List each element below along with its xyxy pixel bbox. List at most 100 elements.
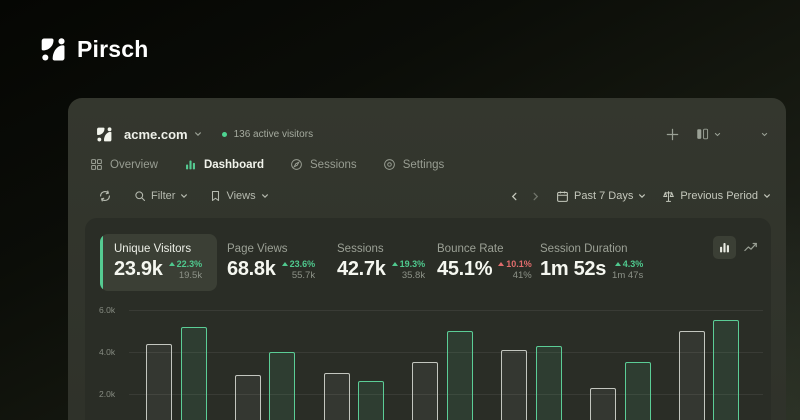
stat-label: Sessions (337, 243, 384, 255)
layout-columns-button[interactable] (695, 127, 721, 141)
arrow-up-icon (498, 262, 505, 266)
bar-chart-icon (720, 243, 729, 253)
tab-overview[interactable]: Overview (90, 158, 158, 171)
tab-label: Dashboard (203, 158, 265, 171)
bookmark-icon (210, 190, 221, 202)
chevron-right-icon[interactable] (531, 192, 540, 201)
date-range-button[interactable]: Past 7 Days (556, 190, 646, 203)
bar-current-period[interactable] (269, 352, 295, 420)
tab-label: Sessions (310, 158, 357, 171)
stat-value: 23.9k (114, 258, 163, 280)
date-range-label: Past 7 Days (574, 190, 634, 202)
bar-previous-period[interactable] (679, 331, 705, 420)
previous-value: 35.8k (401, 270, 426, 281)
grid-line (129, 310, 763, 311)
stat-label: Bounce Rate (437, 243, 504, 255)
stat-sessions[interactable]: Sessions 42.7k 19.3% 35.8k (337, 243, 425, 281)
stat-value: 1m 52s (540, 258, 607, 280)
bar-previous-period[interactable] (590, 388, 616, 420)
arrow-up-icon (281, 262, 288, 266)
stat-label: Page Views (227, 243, 288, 255)
tab-settings[interactable]: Settings (383, 158, 445, 171)
stat-value: 68.8k (227, 258, 276, 280)
chevron-down-icon (714, 132, 721, 136)
tab-label: Overview (110, 158, 158, 171)
grid-icon (90, 158, 103, 171)
views-button[interactable]: Views (210, 190, 268, 202)
filter-label: Filter (151, 190, 176, 202)
brand: Pirsch (40, 36, 149, 63)
bar-current-period[interactable] (447, 331, 473, 420)
refresh-button[interactable] (98, 189, 112, 203)
y-axis-tick-label: 4.0k (99, 347, 116, 357)
chevron-left-icon[interactable] (510, 192, 519, 201)
nav-tabs: Overview Dashboard Sessions (90, 158, 444, 171)
add-button[interactable] (665, 127, 680, 142)
gear-icon (383, 158, 396, 171)
filter-button[interactable]: Filter (134, 190, 188, 202)
chart-type-line-button[interactable] (743, 240, 759, 254)
chevron-down-icon (639, 194, 646, 198)
chevron-down-icon (181, 194, 188, 198)
bar-current-period[interactable] (181, 327, 207, 420)
change-badge: 23.6% (281, 259, 315, 269)
chart-type-bar-button[interactable] (713, 236, 736, 259)
live-dot-icon (221, 131, 227, 137)
active-accent-bar (100, 234, 103, 291)
stat-unique-visitors[interactable]: Unique Visitors 23.9k 22.3% 19.5k (100, 234, 217, 291)
window-header: acme.com 136 active visitors (96, 122, 768, 146)
stat-value: 45.1% (437, 258, 493, 280)
chevron-down-icon (764, 194, 770, 198)
chevron-down-icon (261, 194, 268, 198)
y-axis-tick-label: 6.0k (99, 305, 116, 315)
arrow-up-icon (614, 262, 621, 266)
toolbar: Filter Views (98, 186, 771, 206)
bar-chart-icon (184, 158, 197, 171)
stat-page-views[interactable]: Page Views 68.8k 23.6% 55.7k (227, 243, 315, 281)
site-selector[interactable]: acme.com (124, 126, 188, 142)
account-menu[interactable] (736, 124, 768, 145)
grid-line (129, 394, 763, 395)
pirsch-logo-icon (40, 36, 67, 63)
tab-dashboard[interactable]: Dashboard (184, 158, 264, 171)
comparison-label: Previous Period (680, 190, 758, 202)
bar-previous-period[interactable] (501, 350, 527, 420)
chevron-down-icon (761, 132, 768, 136)
stat-value: 42.7k (337, 258, 386, 280)
date-pager (510, 192, 540, 201)
arrow-up-icon (168, 262, 175, 266)
chevron-down-icon[interactable] (194, 130, 202, 138)
grid-line (129, 352, 763, 353)
window-actions (665, 124, 768, 145)
dashboard-window: acme.com 136 active visitors (68, 98, 786, 420)
calendar-icon (556, 190, 569, 203)
toolbar-right: Past 7 Days Previous Period (510, 190, 771, 203)
brand-wordmark: Pirsch (77, 36, 149, 62)
stat-session-duration[interactable]: Session Duration 1m 52s 4.3% 1m 47s (540, 243, 643, 281)
change-badge: 10.1% (498, 259, 532, 269)
arrow-up-icon (391, 262, 398, 266)
previous-value: 19.5k (178, 270, 203, 281)
bar-current-period[interactable] (358, 381, 384, 420)
active-visitors-label: 136 active visitors (233, 128, 314, 140)
line-chart-icon (744, 242, 757, 252)
change-badge: 4.3% (614, 259, 643, 269)
bar-current-period[interactable] (713, 320, 739, 420)
avatar[interactable] (736, 124, 757, 145)
stat-bounce-rate[interactable]: Bounce Rate 45.1% 10.1% 41% (437, 243, 532, 281)
comparison-button[interactable]: Previous Period (662, 190, 771, 203)
bar-previous-period[interactable] (412, 362, 438, 420)
visitors-bar-chart: 6.0k 4.0k 2.0k (85, 218, 771, 420)
y-axis-tick-label: 2.0k (99, 389, 116, 399)
tab-sessions[interactable]: Sessions (290, 158, 357, 171)
search-icon (134, 190, 146, 202)
metrics-card: Unique Visitors 23.9k 22.3% 19.5k Page V… (85, 218, 771, 420)
bar-current-period[interactable] (536, 346, 562, 420)
tab-label: Settings (402, 158, 445, 171)
bar-current-period[interactable] (625, 362, 651, 420)
bar-previous-period[interactable] (324, 373, 350, 420)
views-label: Views (226, 190, 256, 202)
bar-previous-period[interactable] (235, 375, 261, 420)
previous-value: 55.7k (291, 270, 316, 281)
bar-previous-period[interactable] (146, 344, 172, 420)
